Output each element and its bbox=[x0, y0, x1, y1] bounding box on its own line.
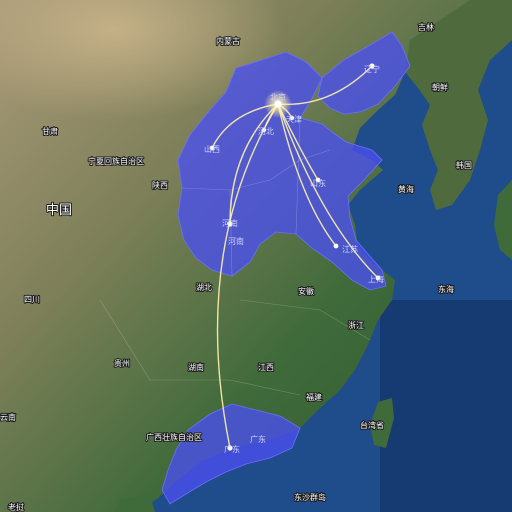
hainan-island bbox=[115, 495, 155, 512]
japan-islands bbox=[494, 180, 512, 260]
label-jiangxi: 江西 bbox=[258, 363, 274, 372]
label-jilin: 吉林 bbox=[418, 22, 434, 32]
label-anhui: 安徽 bbox=[298, 286, 314, 296]
label-jiangsu: 江苏 bbox=[342, 244, 358, 254]
label-guangxi: 广西壮族自治区 bbox=[146, 432, 202, 442]
route-shanghai bbox=[277, 103, 379, 279]
label-shaanxi: 陕西 bbox=[152, 180, 168, 190]
taiwan-island bbox=[370, 398, 394, 448]
highlighted-provinces bbox=[161, 31, 411, 505]
label-henan-city: 河南 bbox=[222, 218, 238, 228]
label-zhejiang: 浙江 bbox=[348, 320, 364, 330]
label-henan: 河南 bbox=[228, 236, 244, 246]
label-korea: 韩国 bbox=[456, 160, 472, 170]
label-ningxia: 宁夏回族自治区 bbox=[88, 156, 144, 166]
label-china: 中国 bbox=[46, 203, 72, 218]
label-taiwan: 台湾省 bbox=[360, 420, 384, 430]
label-yunnan: 云南 bbox=[0, 412, 16, 422]
label-sichuan: 四川 bbox=[24, 295, 40, 304]
region-guangdong[interactable] bbox=[161, 403, 301, 505]
label-dongsha: 东沙群岛 bbox=[294, 492, 326, 502]
label-liaoning: 辽宁 bbox=[364, 64, 380, 74]
korean-peninsula bbox=[405, 0, 512, 210]
label-hebei: 河北 bbox=[258, 126, 274, 136]
route-guangdong bbox=[216, 103, 279, 449]
hub-marker[interactable] bbox=[274, 100, 282, 108]
label-tianjin: 天津 bbox=[286, 114, 302, 124]
label-beijing: 北京 bbox=[270, 92, 286, 102]
label-guangdong-city: 广东 bbox=[224, 444, 240, 454]
label-shanxi: 山西 bbox=[204, 144, 220, 154]
route-henan bbox=[229, 103, 279, 225]
label-guangdong: 广东 bbox=[250, 434, 266, 444]
label-north-korea: 朝鲜 bbox=[432, 82, 448, 92]
label-east-sea: 东海 bbox=[438, 284, 454, 294]
label-yellow-sea: 黄海 bbox=[398, 184, 414, 194]
route-endpoints bbox=[209, 63, 381, 451]
label-guizhou: 贵州 bbox=[114, 358, 130, 368]
label-hubei: 湖北 bbox=[196, 283, 212, 292]
label-gansu: 甘肃 bbox=[42, 126, 58, 136]
region-north[interactable] bbox=[177, 51, 387, 291]
route-jiangsu bbox=[277, 103, 337, 247]
label-shandong: 山东 bbox=[310, 178, 326, 188]
label-shanghai: 上海 bbox=[368, 274, 384, 284]
label-hunan: 湖南 bbox=[188, 362, 204, 372]
deep-ocean bbox=[380, 300, 512, 512]
label-neimenggu: 内蒙古 bbox=[216, 36, 240, 46]
label-fujian: 福建 bbox=[306, 392, 322, 402]
label-laos: 老挝 bbox=[8, 502, 24, 512]
